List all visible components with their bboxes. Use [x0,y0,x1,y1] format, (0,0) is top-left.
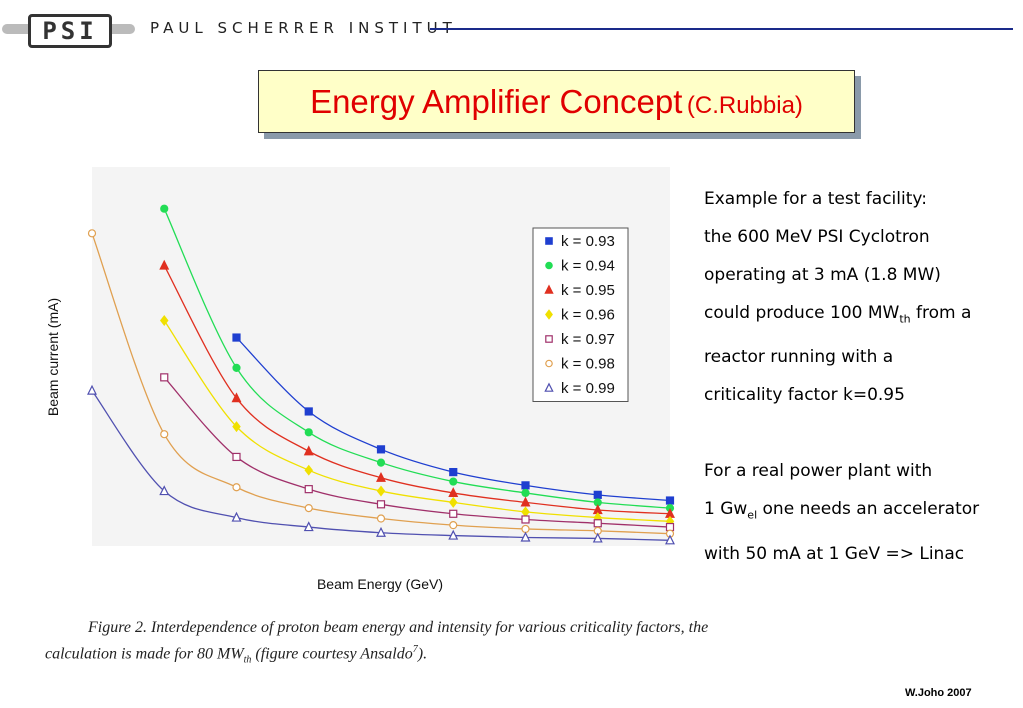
note-text: one needs an accelerator [757,499,980,520]
marker [376,485,386,497]
legend-label: k = 0.99 [561,380,615,397]
marker [376,471,386,482]
marker [521,488,530,498]
marker [593,490,602,499]
caption-sub: th [243,654,252,666]
marker [665,496,675,505]
note-line [704,414,979,452]
note-line: criticality factor k=0.95 [704,385,905,406]
caption-text: ). [417,645,428,663]
legend-label: k = 0.95 [561,282,615,299]
legend-label: k = 0.96 [561,307,615,324]
logo: PSI [28,14,112,48]
marker [304,407,313,416]
marker [376,526,386,537]
marker [159,485,170,496]
marker [160,373,169,382]
legend-label: k = 0.98 [561,356,615,373]
caption-sup: 7 [412,644,418,655]
note-line: could produce 100 MWth from a [704,294,979,338]
series-line [163,265,670,515]
title-author: (C.Rubbia) [686,92,803,119]
marker [376,458,386,467]
marker [159,315,169,326]
marker [449,509,458,518]
marker [545,261,553,270]
note-text: from a [910,303,972,323]
slide-title: Energy Amplifier Concept (C.Rubbia) [258,70,855,133]
marker [159,259,170,270]
note-line: reactor running with a [704,347,894,368]
marker [521,481,530,490]
caption-text: (figure courtesy Ansaldo [251,645,413,663]
marker [232,421,241,433]
note-text: 1 Gw [704,499,748,520]
note-text: could produce 100 MW [704,303,900,323]
marker [304,464,314,476]
marker [593,519,602,528]
marker [449,467,458,477]
marker [545,237,553,245]
note-sub: el [747,508,758,522]
marker [303,521,314,532]
legend-label: k = 0.93 [561,233,615,250]
marker [303,445,314,456]
marker [545,309,553,320]
marker [520,496,531,507]
marker [521,524,530,534]
marker [160,204,169,213]
marker [376,514,386,523]
marker [449,521,458,530]
marker [87,229,97,238]
marker [544,382,554,392]
marker [544,284,554,294]
marker [545,359,553,368]
caption-text: Figure 2. Interdependence of proton beam… [45,619,709,663]
note-line: 1 Gwel one needs an accelerator [704,490,979,534]
marker [448,529,459,540]
legend-label: k = 0.94 [561,258,615,275]
marker [304,504,313,513]
marker [520,531,531,542]
x-axis-label: Beam Energy (GeV) [317,576,443,592]
marker [448,487,459,498]
header-rule [430,28,1013,30]
marker [160,430,169,439]
marker [232,333,241,342]
note-sub: th [899,312,911,326]
marker [232,452,241,462]
marker [231,511,242,522]
marker [521,515,530,524]
y-axis-label: Beam current (mA) [45,298,61,416]
note-line: Example for a test facility: [704,189,927,209]
note-line: the 600 MeV PSI Cyclotron [704,227,930,247]
note-line: operating at 3 mA (1.8 MW) [704,265,941,285]
marker [304,485,313,494]
note-line: For a real power plant with [704,461,933,482]
notes: Example for a test facility: the 600 MeV… [704,180,979,573]
marker [592,532,603,543]
marker [665,522,675,532]
marker [376,500,386,509]
marker [448,496,458,508]
series-line [163,208,670,509]
marker [87,384,97,395]
marker [449,477,458,486]
title-main: Energy Amplifier Concept [310,83,683,120]
marker [232,483,241,492]
institute: PAUL SCHERRER INSTITUT [150,19,457,37]
marker [376,445,386,454]
marker [232,363,241,372]
marker [231,392,242,403]
marker [665,534,675,545]
note-line: with 50 mA at 1 GeV => Linac [704,543,965,564]
legend-label: k = 0.97 [561,331,615,348]
marker [545,335,553,343]
footer: W.Joho 2007 [905,687,972,699]
marker [304,428,313,437]
figure-caption: Figure 2. Interdependence of proton beam… [45,617,735,672]
